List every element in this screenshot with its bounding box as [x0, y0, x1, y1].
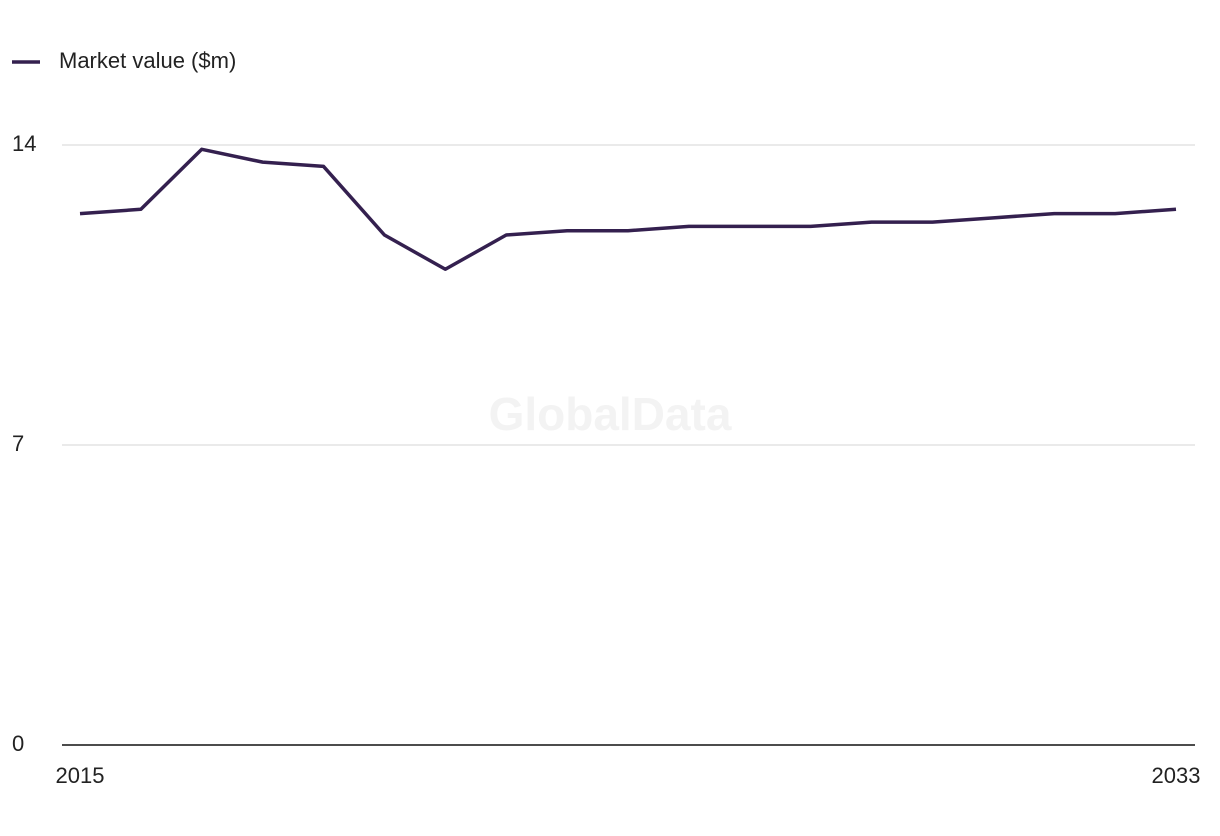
y-tick-label: 14 [12, 131, 36, 156]
x-tick-label: 2015 [56, 763, 105, 788]
y-tick-label: 7 [12, 431, 24, 456]
legend-label: Market value ($m) [59, 48, 236, 73]
y-tick-label: 0 [12, 731, 24, 756]
legend: Market value ($m) [12, 48, 236, 73]
watermark: GlobalData [489, 388, 732, 440]
x-tick-label: 2033 [1152, 763, 1201, 788]
data-line [79, 147, 1177, 272]
